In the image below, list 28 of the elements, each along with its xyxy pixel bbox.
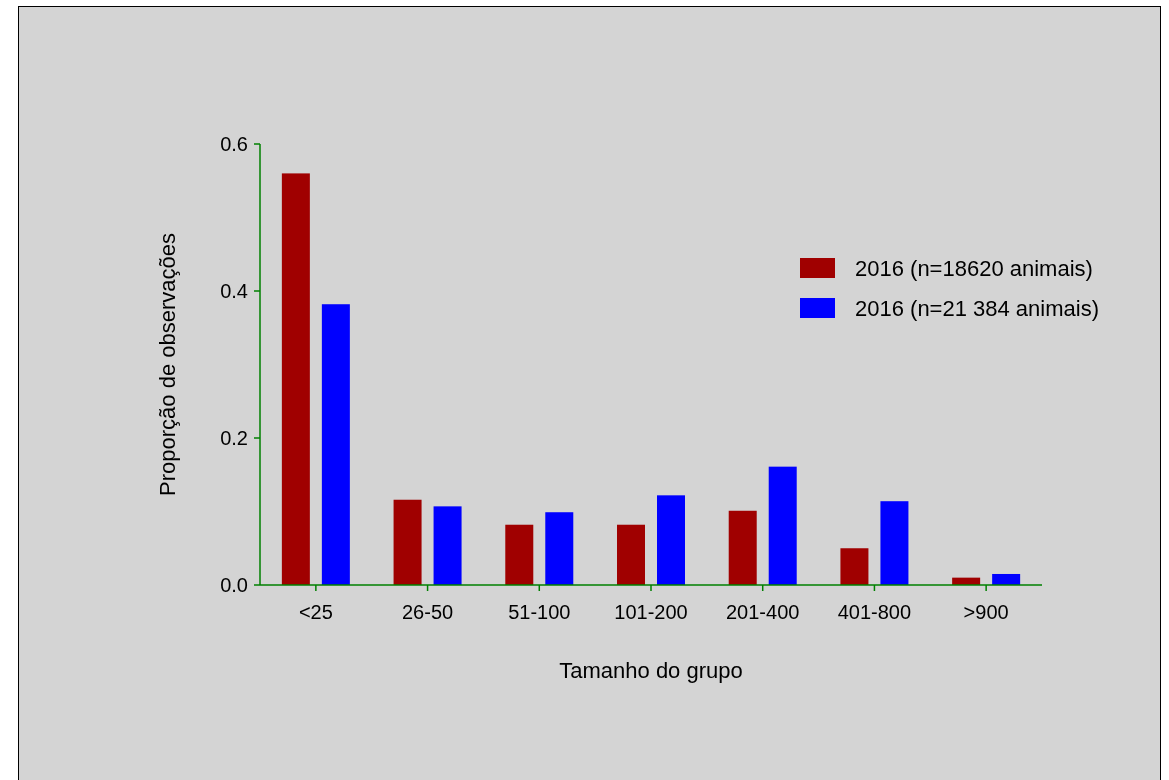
- bar: [433, 506, 462, 585]
- bar: [880, 501, 909, 585]
- x-tick-label: <25: [298, 601, 333, 623]
- bar: [992, 573, 1021, 585]
- bar: [281, 173, 310, 585]
- y-axis-title: Proporção de observações: [155, 233, 180, 496]
- y-tick-label: 0.4: [220, 280, 248, 302]
- bar: [840, 548, 869, 585]
- y-tick-label: 0.2: [220, 427, 248, 449]
- bar: [505, 524, 534, 585]
- bar: [657, 495, 685, 585]
- legend-label: 2016 (n=18620 animais): [855, 255, 1093, 281]
- x-tick-label: 51-100: [508, 601, 571, 623]
- x-tick-label: 26-50: [401, 601, 454, 623]
- x-tick-label: 101-200: [614, 601, 688, 623]
- bar: [768, 466, 797, 585]
- y-tick-label: 0.0: [220, 574, 248, 596]
- bar: [617, 524, 645, 585]
- bar: [393, 499, 422, 585]
- x-tick-label: 401-800: [837, 601, 912, 623]
- bar: [728, 510, 757, 585]
- x-axis-title: Tamanho do grupo: [559, 658, 743, 683]
- bar: [321, 304, 350, 585]
- bar: [545, 512, 574, 585]
- x-tick-label: 201-400: [726, 601, 800, 623]
- y-tick-label: 0.6: [220, 133, 248, 155]
- x-tick-label: >900: [963, 601, 1009, 623]
- legend-label: 2016 (n=21 384 animais): [855, 295, 1099, 321]
